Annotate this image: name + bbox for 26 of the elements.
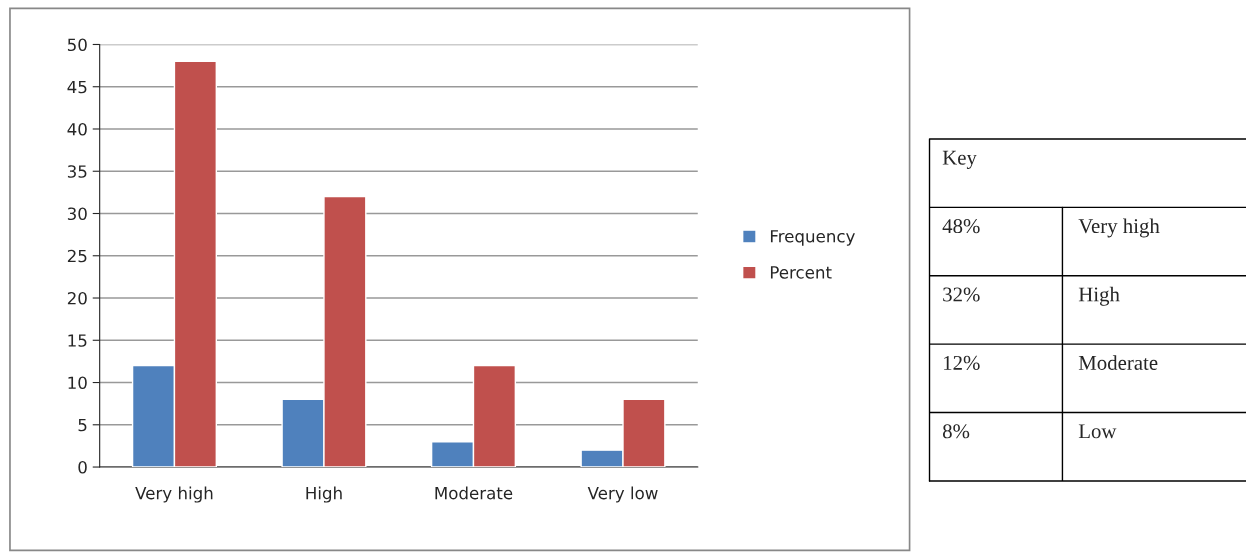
y-tick-label: 5: [78, 418, 87, 432]
x-tick-label: Moderate: [435, 486, 513, 500]
legend-label: Percent: [770, 266, 832, 279]
y-tick-label: 20: [67, 291, 87, 305]
legend-label: Frequency: [770, 230, 855, 246]
y-tick-label: 45: [67, 80, 87, 94]
x-tick-label: High: [306, 486, 342, 503]
text: 32%: [943, 287, 980, 302]
y-tick-label: 35: [67, 165, 87, 178]
text: 12%: [944, 355, 980, 370]
text: Moderate: [1078, 355, 1158, 370]
text: 8%: [942, 424, 970, 439]
x-tick-label: Very low: [587, 486, 658, 503]
y-tick-label: 15: [68, 334, 87, 347]
text: Low: [1078, 424, 1117, 439]
text: 48%: [942, 219, 980, 234]
y-tick-label: 25: [67, 249, 87, 263]
text: Very high: [1078, 218, 1160, 238]
text: Key: [942, 150, 977, 169]
y-tick-label: 50: [67, 38, 87, 52]
y-tick-label: 0: [78, 461, 87, 474]
y-tick-label: 40: [67, 122, 87, 136]
x-tick-label: Very high: [135, 486, 213, 503]
y-tick-label: 10: [68, 376, 87, 390]
text: High: [1078, 286, 1120, 306]
y-tick-label: 30: [67, 207, 87, 221]
